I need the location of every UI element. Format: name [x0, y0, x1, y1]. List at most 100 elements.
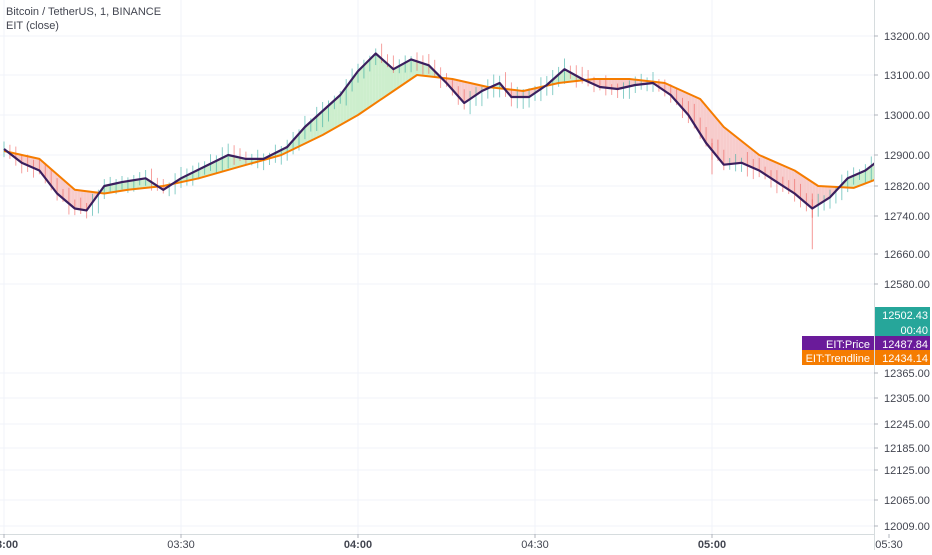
fill-segment-bear: [77, 190, 81, 210]
y-axis-panel: [874, 0, 932, 550]
fill-segment-bear: [83, 190, 87, 211]
fill-segment-bull: [104, 185, 108, 194]
fill-segment-bear: [620, 79, 624, 89]
y-tick-label: 12365.00: [884, 368, 930, 380]
fill-segment-bear: [803, 176, 807, 204]
fill-segment-bull: [325, 105, 329, 134]
fill-segment-bull: [567, 70, 571, 82]
fill-segment-bull: [231, 155, 235, 170]
fill-segment-bear: [773, 161, 777, 183]
fill-segment-bear: [818, 186, 822, 205]
fill-segment-bull: [868, 165, 872, 183]
series-tag-bg: [802, 350, 874, 365]
fill-segment-bear: [782, 165, 786, 188]
fill-segment-bull: [210, 162, 214, 175]
fill-segment-bull: [204, 165, 208, 177]
y-tick-label: 13000.00: [884, 110, 930, 122]
fill-segment-bull: [331, 100, 335, 130]
fill-segment-bear: [765, 157, 769, 177]
price-label-bg: [875, 322, 930, 337]
fill-segment-bear: [605, 79, 609, 88]
fill-segment-bull: [213, 160, 217, 175]
fill-segment-bear: [57, 174, 61, 196]
indicator-title[interactable]: EIT (close): [6, 20, 59, 32]
y-tick-label: 12185.00: [884, 443, 930, 455]
candles: [3, 43, 931, 250]
fill-segment-bear: [514, 90, 518, 97]
fill-segment-bull: [378, 56, 382, 101]
fill-segment-bear: [63, 179, 66, 201]
chart-legend: Bitcoin / TetherUS, 1, BINANCE EIT (clos…: [6, 5, 161, 33]
price-label: 12434.14: [882, 353, 928, 365]
fill-segment-bull: [119, 182, 122, 192]
y-tick-label: 13200.00: [884, 31, 930, 43]
price-label: 12502.43: [882, 310, 928, 322]
fill-segment-bull: [340, 91, 344, 125]
fill-segment-bull: [225, 155, 229, 171]
fill-segment-bull: [358, 68, 361, 115]
fill-segment-bear: [599, 79, 603, 88]
x-tick-label: 03:00: [0, 539, 18, 550]
fill-segment-bull: [408, 59, 412, 81]
fill-segment-bull: [130, 180, 134, 190]
fill-segment-bear: [71, 187, 75, 209]
fill-segment-bear: [827, 186, 830, 200]
fill-segment-bull: [319, 111, 323, 137]
x-tick-label: 05:30: [875, 539, 903, 550]
fill-segment-bull: [425, 64, 429, 77]
fill-segment-bull: [310, 119, 314, 141]
fill-segment-bear: [614, 79, 618, 89]
series-tag-bg: [802, 336, 874, 351]
symbol-title[interactable]: Bitcoin / TetherUS, 1, BINANCE: [6, 6, 162, 18]
fill-segment-bear: [27, 156, 31, 167]
fill-segment-bear: [738, 138, 742, 164]
y-tick-label: 12125.00: [884, 465, 930, 477]
fill-segment-bull: [139, 178, 143, 189]
fill-segment-bear: [785, 166, 789, 190]
fill-segment-bull: [328, 103, 332, 132]
grid: [0, 0, 890, 534]
fill-segment-bull: [363, 62, 367, 111]
fill-segment-bull: [133, 179, 137, 190]
y-tick-label: 12245.00: [884, 419, 930, 431]
fill-segment-bull: [307, 121, 311, 143]
fill-segment-bull: [355, 71, 358, 117]
fill-segment-bull: [334, 97, 338, 129]
fill-segment-bear: [36, 158, 40, 171]
price-label: 12487.84: [882, 339, 928, 351]
fill-segment-bear: [623, 79, 627, 88]
fill-segment-bull: [234, 156, 238, 169]
fill-segment-bull: [360, 65, 364, 113]
fill-segment-bull: [198, 168, 202, 179]
fill-segment-bull: [405, 61, 409, 83]
fill-segment-bear: [809, 180, 813, 209]
fill-segment-bear: [794, 170, 798, 196]
fill-segment-bull: [222, 156, 226, 172]
series-line-price: [3, 52, 932, 212]
fill-segment-bull: [322, 108, 326, 135]
fill-segment-bear: [682, 91, 686, 112]
fill-segment-bear: [461, 81, 465, 103]
y-tick-label: 12009.00: [884, 521, 930, 533]
fill-segment-bear: [54, 171, 58, 194]
fill-segment-bull: [375, 53, 379, 103]
fill-segment-bear: [80, 190, 84, 210]
fill-segment-bear: [688, 93, 692, 120]
fill-segment-bull: [381, 58, 385, 99]
fill-segment-bull: [369, 56, 373, 107]
fill-segment-bull: [422, 63, 426, 76]
y-tick-label: 12820.00: [884, 181, 930, 193]
fill-segment-bull: [850, 175, 854, 188]
fill-segment-bear: [691, 95, 695, 125]
fill-segment-bull: [116, 182, 120, 192]
fill-segment-bull: [240, 157, 243, 167]
fill-segment-bull: [195, 169, 199, 179]
fill-segment-bear: [467, 82, 471, 101]
price-label-bg: [875, 350, 930, 365]
fill-segment-bull: [390, 66, 394, 93]
fill-segment-bull: [399, 64, 403, 87]
fill-segment-bear: [824, 186, 828, 201]
fill-segment-bear: [33, 157, 37, 170]
